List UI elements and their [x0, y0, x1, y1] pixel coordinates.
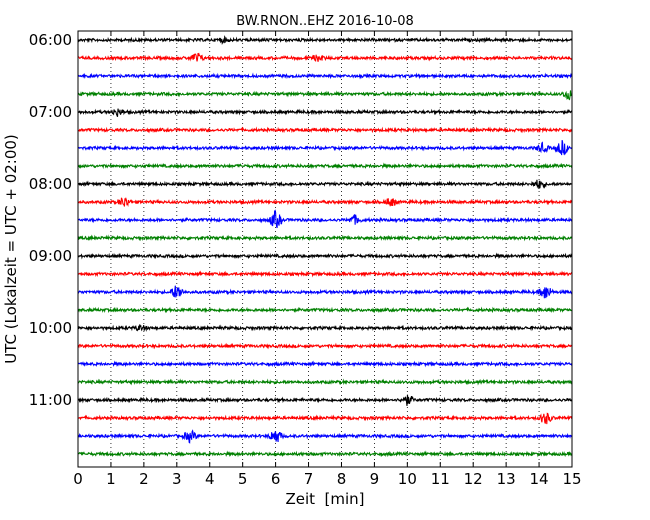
y-tick-label: 06:00 — [29, 31, 72, 49]
trace-line — [77, 72, 573, 80]
trace-line — [77, 162, 573, 170]
x-tick-label: 8 — [337, 470, 347, 488]
x-axis-label: Zeit [min] — [285, 490, 364, 508]
y-tick-label: 10:00 — [29, 319, 72, 337]
x-tick-label: 7 — [304, 470, 314, 488]
trace-line — [77, 234, 573, 242]
trace-line — [77, 342, 573, 350]
trace-line — [77, 270, 573, 278]
trace-line — [77, 196, 573, 207]
trace-line — [77, 360, 573, 368]
chart-title: BW.RNON..EHZ 2016-10-08 — [236, 14, 414, 29]
x-tick-label: 15 — [562, 470, 581, 488]
trace-line — [77, 450, 573, 458]
trace-line — [77, 306, 573, 314]
x-tick-label: 4 — [205, 470, 215, 488]
trace-line — [77, 324, 573, 332]
trace-line — [77, 179, 573, 189]
y-axis-label: UTC (Lokalzeit = UTC + 02:00) — [2, 134, 20, 364]
x-tick-label: 5 — [238, 470, 248, 488]
trace-line — [77, 429, 573, 444]
y-tick-label: 11:00 — [29, 391, 72, 409]
trace-line — [77, 90, 573, 101]
x-tick-label: 9 — [370, 470, 380, 488]
x-tick-label: 0 — [73, 470, 83, 488]
trace-line — [77, 209, 573, 229]
x-tick-label: 13 — [497, 470, 516, 488]
trace-line — [77, 412, 573, 425]
trace-line — [77, 126, 573, 134]
y-tick-label: 08:00 — [29, 175, 72, 193]
trace-layer — [77, 35, 573, 458]
y-tick-label: 07:00 — [29, 103, 72, 121]
x-tick-label: 3 — [172, 470, 182, 488]
trace-line — [77, 108, 573, 117]
trace-line — [77, 394, 573, 406]
y-tick-label: 09:00 — [29, 247, 72, 265]
x-tick-label: 1 — [106, 470, 116, 488]
trace-line — [77, 285, 573, 299]
x-tick-label: 10 — [398, 470, 417, 488]
x-tick-label: 14 — [530, 470, 549, 488]
x-tick-label: 12 — [464, 470, 483, 488]
grid-layer — [110, 31, 540, 467]
x-tick-label: 6 — [271, 470, 281, 488]
trace-line — [77, 378, 573, 386]
x-tick-label: 2 — [139, 470, 149, 488]
trace-line — [77, 52, 573, 62]
tick-layer: 0 1 2 3 4 5 6 7 8 9 10 11 12 13 14 1506:0007:0008:0009:… — [29, 31, 582, 488]
plot-frame — [77, 30, 573, 468]
trace-line — [77, 140, 573, 156]
trace-line — [77, 252, 573, 260]
x-tick-label: 11 — [431, 470, 450, 488]
trace-line — [77, 35, 573, 45]
